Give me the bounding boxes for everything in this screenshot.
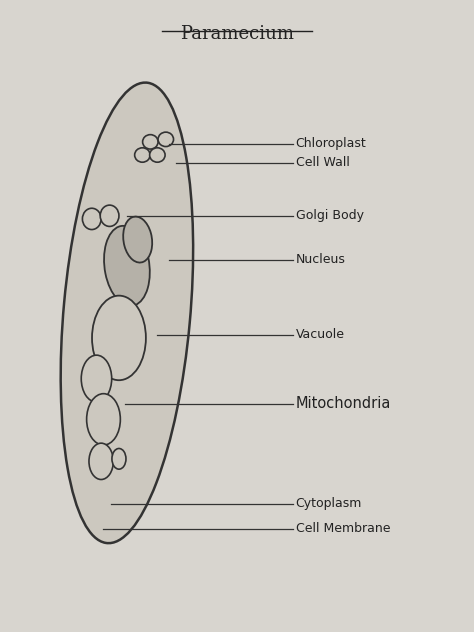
Ellipse shape	[123, 217, 152, 262]
Text: Cytoplasm: Cytoplasm	[296, 497, 362, 511]
Ellipse shape	[100, 205, 119, 226]
Ellipse shape	[158, 132, 173, 147]
Ellipse shape	[112, 449, 126, 469]
Ellipse shape	[143, 135, 158, 149]
Text: Nucleus: Nucleus	[296, 253, 346, 266]
Ellipse shape	[89, 443, 113, 480]
Text: Cell Membrane: Cell Membrane	[296, 523, 390, 535]
Ellipse shape	[82, 209, 101, 229]
Text: Chloroplast: Chloroplast	[296, 137, 366, 150]
Ellipse shape	[61, 83, 193, 543]
Text: Cell Wall: Cell Wall	[296, 156, 349, 169]
Ellipse shape	[92, 296, 146, 380]
Ellipse shape	[81, 355, 112, 402]
Text: Golgi Body: Golgi Body	[296, 209, 364, 222]
Ellipse shape	[150, 148, 165, 162]
Text: Mitochondria: Mitochondria	[296, 396, 391, 411]
Ellipse shape	[87, 394, 120, 445]
Text: Vacuole: Vacuole	[296, 328, 345, 341]
Ellipse shape	[104, 226, 150, 306]
Ellipse shape	[135, 148, 150, 162]
Text: Paramecium: Paramecium	[180, 25, 294, 43]
